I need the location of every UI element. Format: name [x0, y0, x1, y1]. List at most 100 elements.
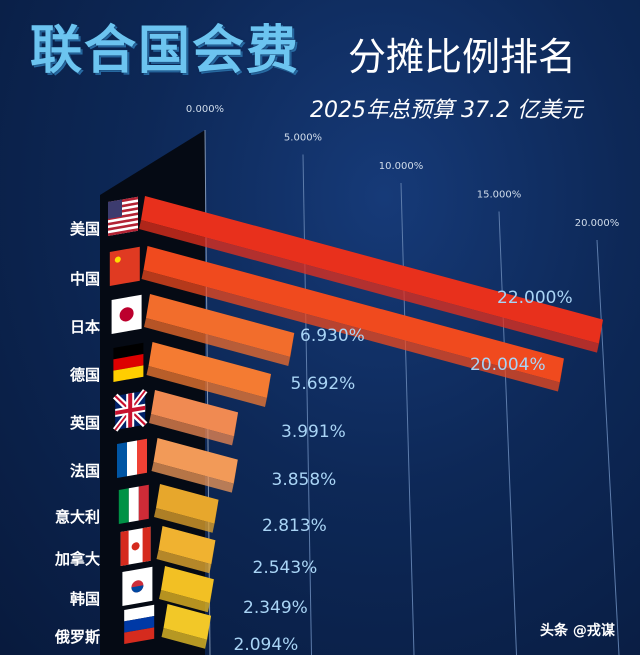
value-label: 6.930% [300, 326, 365, 346]
bar-front-face [154, 508, 215, 533]
country-label: 俄罗斯 [54, 628, 100, 646]
bar-top-face [143, 246, 564, 383]
bar-top-face [163, 604, 212, 640]
bar-top-face [153, 438, 238, 484]
value-label: 3.991% [281, 422, 346, 442]
stripe [108, 217, 138, 226]
canada-flag-icon [120, 526, 151, 566]
bar-end-face [231, 459, 238, 493]
budget-subtitle: 2025年总预算 37.2 亿美元 [310, 98, 583, 123]
value-label: 2.094% [234, 635, 299, 655]
bar-9 [161, 604, 212, 649]
bar-6 [154, 484, 219, 533]
value-label: 3.858% [272, 470, 337, 490]
bar-end-face [209, 540, 216, 574]
bar-3 [146, 342, 271, 407]
italy-flag-icon [118, 484, 149, 524]
bar-top-face [148, 342, 271, 398]
country-label: 韩国 [70, 590, 100, 608]
value-label: 2.543% [253, 558, 318, 578]
bar-end-face [207, 579, 214, 613]
title-sub: 分摊比例排名 [348, 35, 577, 79]
bar-front-face [149, 414, 235, 446]
country-label: 日本 [70, 318, 100, 336]
leaf [131, 542, 140, 551]
country-label: 德国 [70, 366, 100, 384]
cross-red [115, 393, 146, 428]
bar-front-face [156, 550, 212, 574]
band [138, 484, 149, 521]
x-tick-label: 10.000% [379, 161, 424, 172]
band [128, 486, 139, 523]
japan-flag-icon [111, 294, 142, 334]
bar-end-face [597, 319, 603, 353]
x-tick-label: 0.000% [186, 104, 224, 115]
sun [119, 307, 134, 322]
bar-front-face [159, 590, 210, 613]
bar-end-face [288, 332, 295, 366]
bar-5 [151, 438, 238, 493]
band [127, 440, 137, 477]
x-tick-label: 15.000% [477, 190, 522, 201]
band [142, 526, 151, 563]
korea-flag-icon [122, 566, 153, 606]
country-label: 法国 [70, 462, 100, 480]
bar-8 [159, 566, 214, 613]
bar-front-face [141, 270, 560, 392]
bar-top-face [146, 294, 295, 357]
band [137, 438, 147, 475]
value-label: 20.004% [470, 355, 546, 375]
country-label: 加拿大 [54, 550, 100, 568]
russia-flag-icon [124, 604, 155, 644]
france-flag-icon [117, 438, 147, 478]
bar-1 [141, 246, 564, 392]
value-label: 2.813% [262, 516, 327, 536]
band [124, 616, 155, 633]
band [113, 365, 144, 382]
bar-end-face [205, 615, 212, 649]
bar-top-face [151, 390, 239, 437]
bar-top-face [158, 526, 216, 565]
country-label: 中国 [70, 270, 100, 288]
value-label: 5.692% [291, 374, 356, 394]
country-label: 美国 [70, 220, 100, 238]
bar-front-face [144, 318, 291, 366]
country-label: 英国 [70, 414, 100, 432]
x-tick-label: 20.000% [575, 218, 620, 229]
country-label: 意大利 [55, 508, 100, 526]
bar-7 [156, 526, 216, 574]
bar-top-face [161, 566, 214, 604]
bar-top-face [156, 484, 219, 524]
band [124, 627, 155, 644]
bar-front-face [151, 462, 234, 493]
bar-end-face [212, 499, 219, 533]
stripe [108, 222, 138, 231]
stripe [108, 228, 138, 236]
star [114, 256, 121, 263]
bar-front-face [161, 628, 208, 649]
gridline [400, 182, 415, 655]
band [113, 342, 144, 360]
gridline [302, 154, 312, 655]
china-flag-icon [109, 246, 140, 286]
uk-flag-icon [112, 389, 148, 432]
bar-end-face [557, 358, 564, 392]
taegeuk-blue [131, 585, 144, 593]
bar-top-face [141, 196, 603, 344]
germany-flag-icon [113, 342, 144, 382]
canton [108, 199, 122, 219]
band [118, 488, 129, 524]
bar-end-face [232, 412, 239, 446]
gridline [596, 239, 620, 655]
x-tick-label: 5.000% [284, 133, 322, 144]
usa-flag-icon [108, 196, 138, 236]
bar-end-face [264, 373, 271, 407]
bar-front-face [146, 366, 267, 407]
bar-front-face [139, 220, 599, 353]
value-label: 22.000% [497, 288, 573, 308]
bar-2 [144, 294, 295, 366]
bar-0 [139, 196, 603, 353]
bar-4 [149, 390, 239, 446]
band [113, 354, 144, 371]
